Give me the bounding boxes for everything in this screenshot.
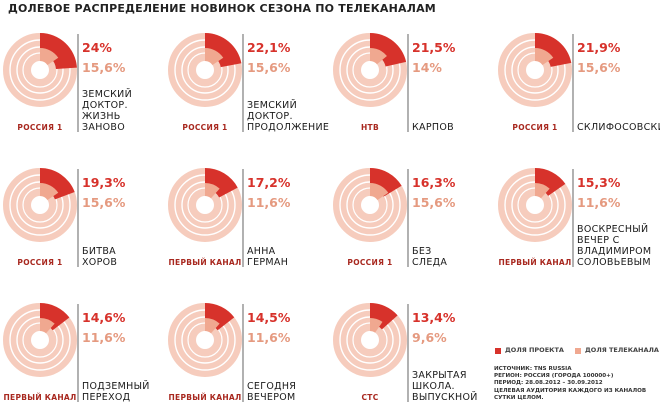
slice-channel <box>40 48 59 65</box>
channel-name: РОССИЯ 1 <box>17 258 62 267</box>
show-title-line: БЕЗ <box>412 246 432 257</box>
label-channel-share: 15,6% <box>577 60 621 75</box>
channel-name: РОССИЯ 1 <box>347 258 392 267</box>
source-line: ПЕРИОД: 28.08.2012 – 30.09.2012 <box>494 380 603 387</box>
slice-channel <box>535 183 550 199</box>
slice-channel <box>205 48 224 65</box>
show-title-line: ВЛАДИМИРОМ <box>577 246 651 257</box>
show-title-line: ДОКТОР. <box>247 111 293 122</box>
channel-name: ПЕРВЫЙ КАНАЛ <box>498 258 571 267</box>
show-title-line: БИТВА <box>82 246 116 257</box>
slice-channel <box>40 183 59 200</box>
show-title-line: ВЕЧЕРОМ <box>247 392 296 403</box>
label-project-share: 17,2% <box>247 175 291 190</box>
show-title-line: ПЕРЕХОД <box>82 392 130 403</box>
label-project-share: 19,3% <box>82 175 126 190</box>
slice-channel <box>40 318 55 334</box>
label-project-share: 22,1% <box>247 40 291 55</box>
label-project-share: 21,5% <box>412 40 456 55</box>
slice-project <box>370 33 407 67</box>
source-note: ИСТОЧНИК: TNS RUSSIA РЕГИОН: РОССИЯ (ГОР… <box>494 366 656 402</box>
show-title-line: АННА <box>247 246 276 257</box>
label-project-share: 14,5% <box>247 310 291 325</box>
show-title-line: КАРПОВ <box>412 122 454 133</box>
show-title-line: ГЕРМАН <box>247 257 288 268</box>
label-channel-share: 15,6% <box>247 60 291 75</box>
show-title-line: ШКОЛА. <box>412 381 455 392</box>
channel-name: НТВ <box>361 123 379 132</box>
slice-project <box>535 33 572 67</box>
slice-project <box>40 33 77 69</box>
label-channel-share: 15,6% <box>412 195 456 210</box>
label-project-share: 21,9% <box>577 40 621 55</box>
label-project-share: 16,3% <box>412 175 456 190</box>
label-channel-share: 9,6% <box>412 330 447 345</box>
channel-name: РОССИЯ 1 <box>182 123 227 132</box>
label-project-share: 24% <box>82 40 112 55</box>
legend: ДОЛЯ ПРОЕКТА ДОЛЯ ТЕЛЕКАНАЛА <box>495 344 659 358</box>
donut-item: 21,9% 15,6% СКЛИФОСОВСКИЙ РОССИЯ 1 <box>498 33 660 133</box>
channel-name: ПЕРВЫЙ КАНАЛ <box>3 393 76 402</box>
show-title-line: ЗАНОВО <box>82 122 125 133</box>
label-channel-share: 11,6% <box>247 195 291 210</box>
show-title-line: ЗЕМСКИЙ <box>247 99 297 111</box>
slice-channel <box>535 48 554 65</box>
legend-swatch-project <box>495 348 501 354</box>
label-channel-share: 11,6% <box>82 330 126 345</box>
label-channel-share: 11,6% <box>577 195 621 210</box>
show-title-line: ЖИЗНЬ <box>82 111 121 122</box>
slice-channel <box>370 183 389 200</box>
page-title: ДОЛЕВОЕ РАСПРЕДЕЛЕНИЕ НОВИНОК СЕЗОНА ПО … <box>8 2 436 15</box>
channel-name: ПЕРВЫЙ КАНАЛ <box>168 258 241 267</box>
show-title-line: ДОКТОР. <box>82 100 128 111</box>
donut-item: 21,5% 14% КАРПОВ НТВ <box>333 33 456 133</box>
slice-channel <box>205 318 220 334</box>
source-line: ИСТОЧНИК: TNS RUSSIA <box>494 366 572 372</box>
channel-name: РОССИЯ 1 <box>17 123 62 132</box>
label-project-share: 13,4% <box>412 310 456 325</box>
label-channel-share: 11,6% <box>247 330 291 345</box>
show-title-line: ВЫПУСКНОЙ <box>412 391 478 403</box>
show-title-line: ПРОДОЛЖЕНИЕ <box>247 122 329 133</box>
source-line: СУТКИ ЦЕЛОМ. <box>494 394 544 401</box>
slice-channel <box>205 183 220 199</box>
channel-name: РОССИЯ 1 <box>512 123 557 132</box>
legend-label-project: ДОЛЯ ПРОЕКТА <box>505 346 564 354</box>
slice-channel <box>370 48 387 65</box>
show-title-line: ВОСКРЕСНЫЙ <box>577 223 648 235</box>
legend-label-channel: ДОЛЯ ТЕЛЕКАНАЛА <box>585 346 659 354</box>
channel-name: СТС <box>361 393 378 402</box>
label-project-share: 14,6% <box>82 310 126 325</box>
show-title-line: СКЛИФОСОВСКИЙ <box>577 121 660 133</box>
channel-name: ПЕРВЫЙ КАНАЛ <box>168 393 241 402</box>
label-channel-share: 15,6% <box>82 195 126 210</box>
label-channel-share: 14% <box>412 60 442 75</box>
source-line: РЕГИОН: РОССИЯ (ГОРОДА 100000+) <box>494 373 614 380</box>
slice-project <box>205 33 242 68</box>
show-title-line: ВЕЧЕР С <box>577 235 620 246</box>
show-title-line: ЗАКРЫТАЯ <box>412 370 467 381</box>
show-title-line: ЗЕМСКИЙ <box>82 88 132 100</box>
legend-swatch-channel <box>575 348 581 354</box>
show-title-line: ПОДЗЕМНЫЙ <box>82 380 150 392</box>
source-line: ЦЕЛЕВАЯ АУДИТОРИЯ КАЖДОГО ИЗ КАНАЛОВ <box>494 387 647 394</box>
slice-channel <box>370 318 383 333</box>
show-title-line: СОЛОВЬЕВЫМ <box>577 257 651 268</box>
label-project-share: 15,3% <box>577 175 621 190</box>
show-title-line: ХОРОВ <box>82 257 117 268</box>
label-channel-share: 15,6% <box>82 60 126 75</box>
show-title-line: СЕГОДНЯ <box>247 381 296 392</box>
show-title-line: СЛЕДА <box>412 257 447 268</box>
